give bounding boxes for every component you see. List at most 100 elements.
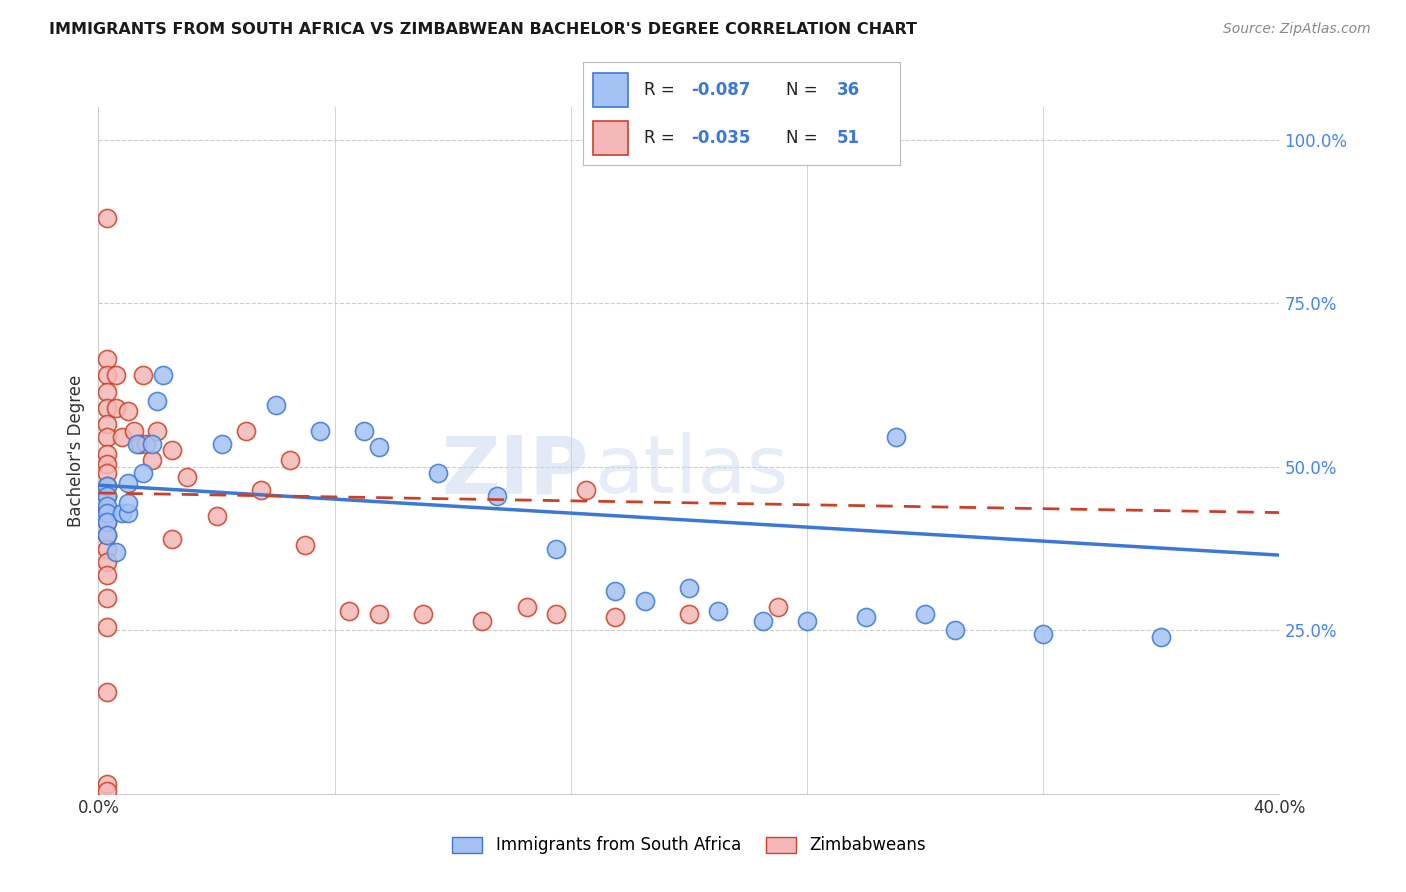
Point: [105, 401, 128, 415]
Point: [96, 541, 118, 556]
Point: [605, 584, 627, 599]
Point: [471, 614, 494, 628]
Point: [546, 541, 568, 556]
Point: [339, 604, 361, 618]
Point: [634, 594, 657, 608]
Point: [96, 489, 118, 503]
Point: [914, 607, 936, 621]
Text: R =: R =: [644, 80, 679, 99]
Point: [353, 424, 375, 438]
Point: [96, 516, 118, 530]
Point: [96, 401, 118, 415]
Text: IMMIGRANTS FROM SOUTH AFRICA VS ZIMBABWEAN BACHELOR'S DEGREE CORRELATION CHART: IMMIGRANTS FROM SOUTH AFRICA VS ZIMBABWE…: [49, 22, 917, 37]
Point: [96, 528, 118, 542]
Point: [96, 351, 118, 366]
Point: [211, 437, 233, 451]
Point: [96, 384, 118, 399]
Point: [96, 620, 118, 634]
Point: [678, 607, 700, 621]
Text: -0.087: -0.087: [692, 80, 751, 99]
Point: [96, 417, 118, 432]
Point: [96, 777, 118, 791]
Point: [96, 783, 118, 797]
Legend: Immigrants from South Africa, Zimbabweans: Immigrants from South Africa, Zimbabwean…: [446, 830, 932, 861]
Point: [96, 489, 118, 503]
Point: [96, 499, 118, 513]
Point: [486, 489, 509, 503]
Point: [96, 528, 118, 542]
FancyBboxPatch shape: [593, 73, 627, 106]
Text: N =: N =: [786, 80, 823, 99]
Point: [117, 476, 139, 491]
Point: [96, 467, 118, 481]
Text: ZIP: ZIP: [441, 432, 589, 510]
Point: [575, 483, 598, 497]
Point: [141, 437, 163, 451]
Point: [96, 430, 118, 444]
Point: [678, 581, 700, 595]
Y-axis label: Bachelor's Degree: Bachelor's Degree: [67, 375, 86, 526]
Point: [117, 506, 139, 520]
Point: [96, 502, 118, 516]
Point: [117, 404, 139, 418]
Point: [205, 508, 228, 523]
Point: [96, 479, 118, 493]
Point: [162, 443, 183, 458]
Point: [884, 430, 907, 444]
Point: [96, 457, 118, 471]
Point: [264, 398, 287, 412]
Point: [707, 604, 730, 618]
Point: [766, 600, 789, 615]
Point: [250, 483, 273, 497]
Text: -0.035: -0.035: [692, 128, 751, 147]
Point: [855, 610, 877, 624]
Point: [141, 453, 163, 467]
Point: [96, 567, 118, 582]
Point: [96, 591, 118, 605]
Point: [132, 467, 155, 481]
Text: 51: 51: [837, 128, 859, 147]
Point: [146, 424, 169, 438]
Point: [96, 211, 118, 226]
Point: [125, 437, 148, 451]
Text: 36: 36: [837, 80, 859, 99]
Point: [96, 447, 118, 461]
Point: [122, 424, 145, 438]
Point: [1032, 626, 1054, 640]
Point: [368, 440, 391, 454]
Point: [96, 555, 118, 569]
Text: R =: R =: [644, 128, 679, 147]
Text: Source: ZipAtlas.com: Source: ZipAtlas.com: [1223, 22, 1371, 37]
Point: [162, 532, 183, 546]
Point: [152, 368, 174, 383]
Point: [117, 496, 139, 510]
Text: atlas: atlas: [595, 432, 789, 510]
Point: [135, 437, 157, 451]
Point: [176, 469, 198, 483]
Point: [105, 545, 128, 559]
Point: [96, 506, 118, 520]
Point: [96, 685, 118, 699]
Point: [132, 368, 155, 383]
Text: N =: N =: [786, 128, 823, 147]
Point: [96, 516, 118, 530]
Point: [96, 368, 118, 383]
Point: [235, 424, 257, 438]
Point: [105, 368, 128, 383]
FancyBboxPatch shape: [593, 121, 627, 155]
Point: [294, 538, 316, 552]
Point: [111, 506, 134, 520]
Point: [309, 424, 332, 438]
Point: [1150, 630, 1173, 644]
Point: [605, 610, 627, 624]
Point: [427, 467, 450, 481]
Point: [752, 614, 775, 628]
Point: [546, 607, 568, 621]
Point: [943, 624, 966, 638]
Point: [412, 607, 434, 621]
Point: [146, 394, 169, 409]
Point: [280, 453, 302, 467]
Point: [111, 430, 134, 444]
Point: [368, 607, 391, 621]
Point: [128, 437, 150, 451]
